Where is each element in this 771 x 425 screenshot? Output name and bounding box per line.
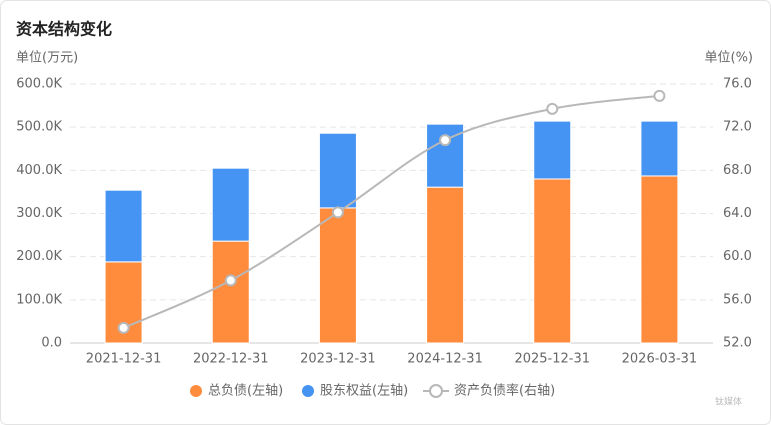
line bbox=[123, 94, 660, 329]
bar-segment bbox=[533, 120, 572, 180]
y2-tick-label: 52.0 bbox=[723, 336, 752, 351]
y2-tick-label: 72.0 bbox=[723, 120, 752, 135]
line-point bbox=[117, 321, 130, 334]
x-tick-label: 2021-12-31 bbox=[86, 352, 162, 367]
chart-title: 资本结构变化 bbox=[16, 20, 112, 39]
y-tick-label: 300.0K bbox=[16, 206, 62, 221]
line-point bbox=[546, 102, 559, 115]
x-tick-label: 2023-12-31 bbox=[300, 352, 376, 367]
bar-segment bbox=[426, 186, 465, 344]
bar-segment bbox=[640, 120, 679, 177]
y2-tick-label: 60.0 bbox=[723, 249, 752, 264]
legend-label: 股东权益(左轴) bbox=[320, 383, 408, 399]
line-point bbox=[439, 134, 452, 147]
y2-tick-label: 68.0 bbox=[723, 163, 752, 178]
line-point bbox=[653, 89, 666, 102]
y-tick-label: 0.0 bbox=[41, 336, 62, 351]
bar-segment bbox=[533, 178, 572, 344]
line-point bbox=[331, 206, 344, 219]
bar-segment bbox=[104, 189, 143, 263]
x-tick-label: 2022-12-31 bbox=[193, 352, 269, 367]
y2-tick-label: 56.0 bbox=[723, 292, 752, 307]
bar-segment bbox=[211, 167, 250, 242]
y-tick-label: 600.0K bbox=[16, 77, 62, 92]
y-unit: 单位(万元) bbox=[16, 51, 78, 66]
y-tick-label: 100.0K bbox=[16, 292, 62, 307]
watermark: 钛媒体 bbox=[715, 396, 742, 408]
y-tick-label: 500.0K bbox=[16, 120, 62, 135]
legend-swatch bbox=[302, 385, 314, 397]
y-tick-label: 400.0K bbox=[16, 163, 62, 178]
y2-unit: 单位(%) bbox=[705, 51, 754, 66]
y2-tick-label: 76.0 bbox=[723, 77, 752, 92]
legend-label: 资产负债率(右轴) bbox=[454, 383, 555, 399]
bar-segment bbox=[318, 207, 357, 344]
line-point bbox=[224, 274, 237, 287]
legend-swatch bbox=[190, 385, 202, 397]
bar-segment bbox=[211, 240, 250, 344]
y2-tick-label: 64.0 bbox=[723, 206, 752, 221]
x-tick-label: 2024-12-31 bbox=[407, 352, 483, 367]
legend-swatch bbox=[429, 384, 443, 398]
legend-label: 总负债(左轴) bbox=[208, 384, 283, 399]
y-tick-label: 200.0K bbox=[16, 249, 62, 264]
x-tick-label: 2025-12-31 bbox=[514, 352, 590, 367]
x-tick-label: 2026-03-31 bbox=[622, 352, 698, 367]
bar-segment bbox=[640, 175, 679, 344]
bar-segment bbox=[318, 132, 357, 209]
